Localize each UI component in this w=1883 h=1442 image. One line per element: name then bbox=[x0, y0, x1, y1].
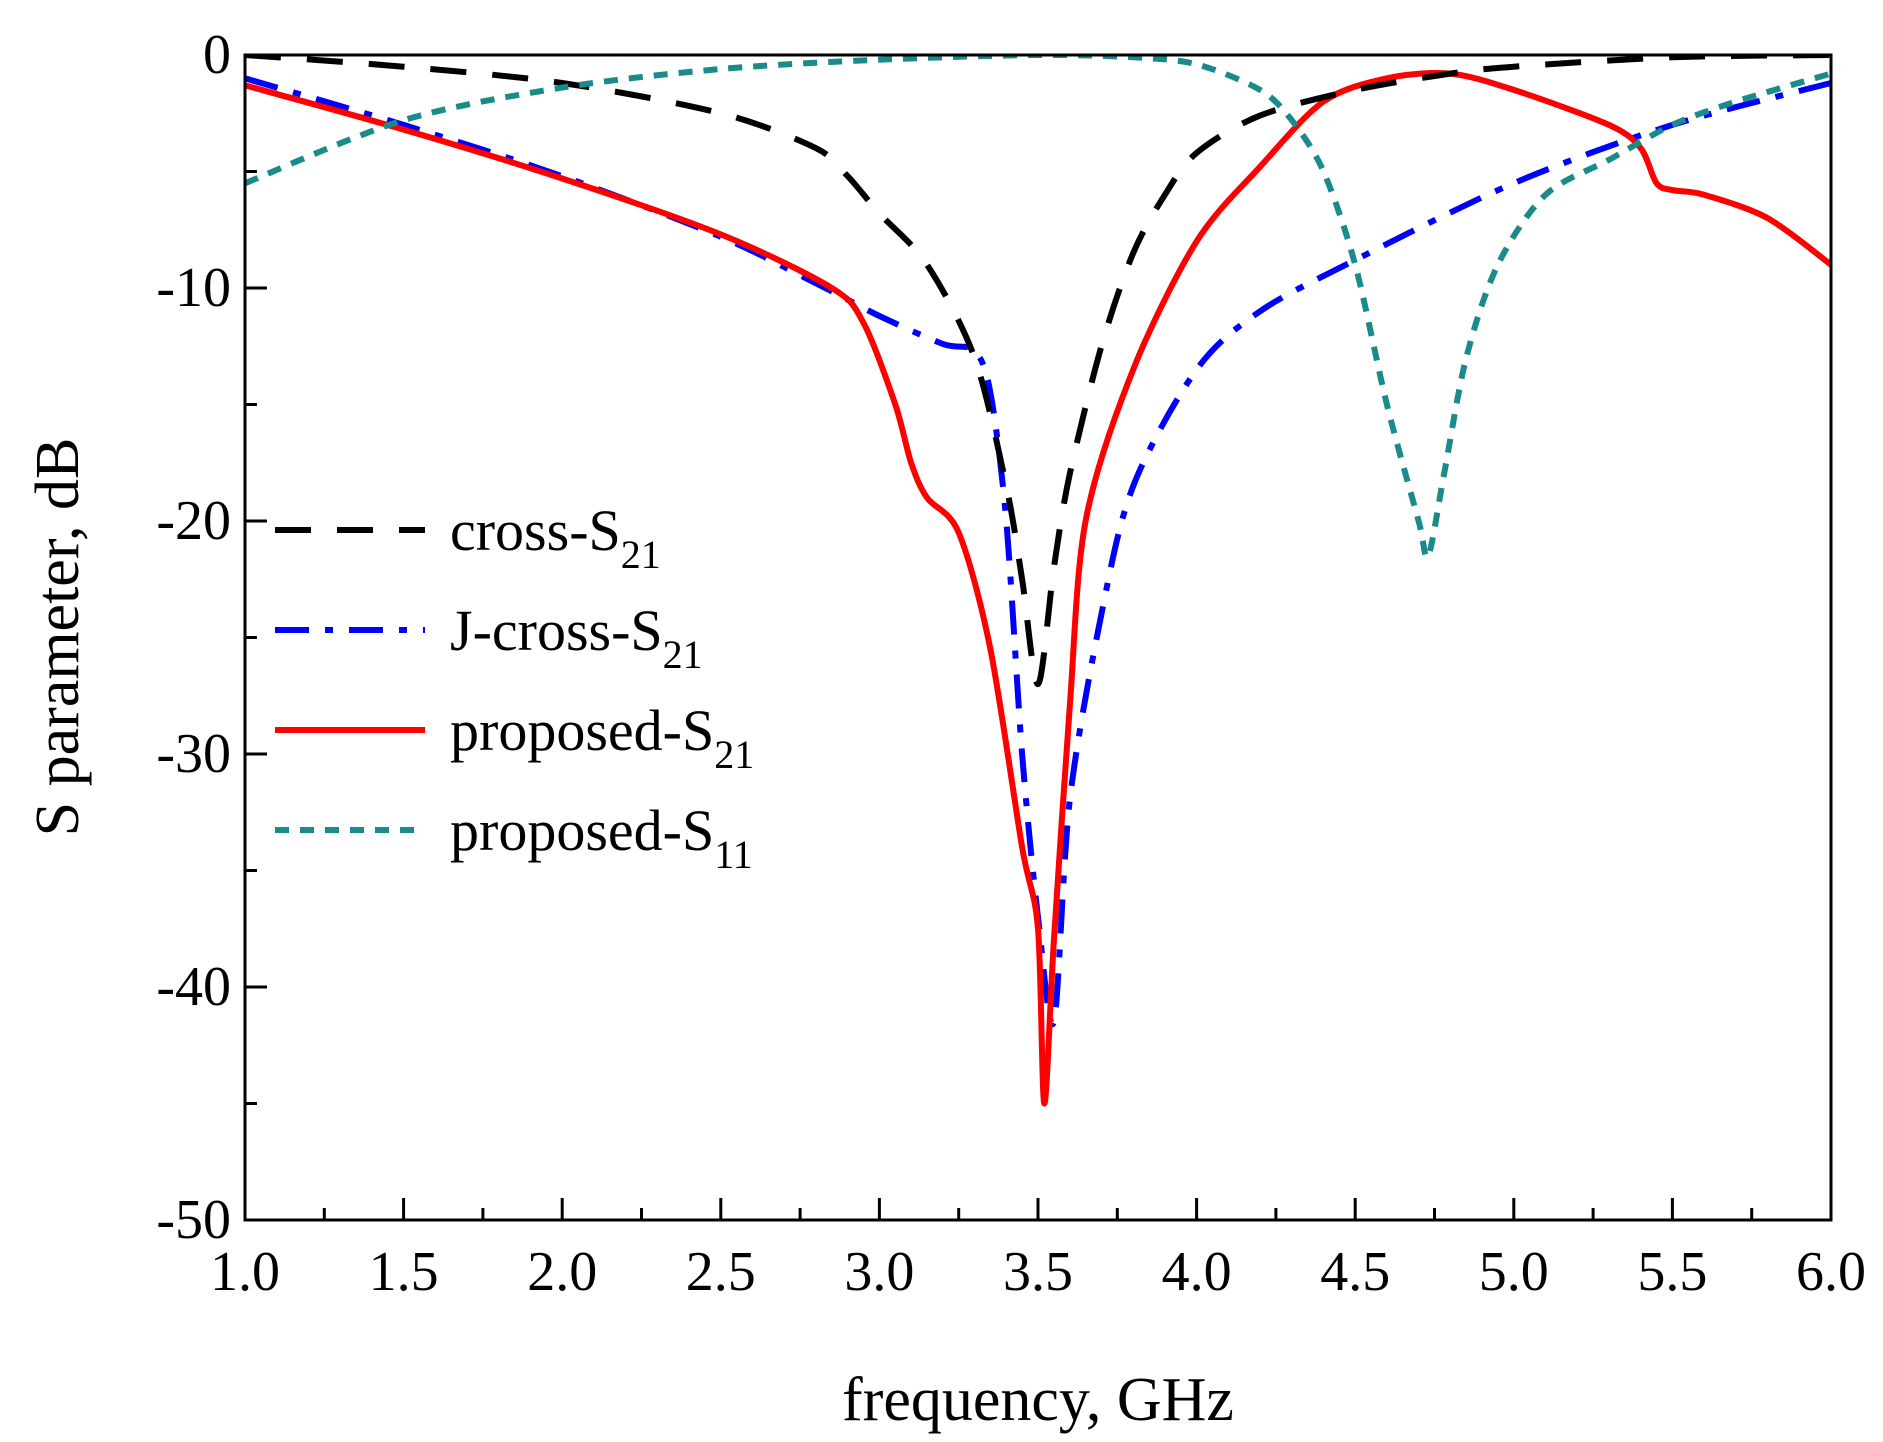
y-axis-title: S parameter, dB bbox=[24, 438, 92, 837]
legend: cross-S21 J-cross-S21 proposed-S21 proposed… bbox=[275, 498, 754, 877]
x-tick-label: 2.0 bbox=[527, 1241, 597, 1303]
legend-label: proposed-S21 bbox=[450, 698, 754, 777]
series-line-proposed-S11 bbox=[245, 55, 1831, 561]
x-tick-label: 5.0 bbox=[1479, 1241, 1549, 1303]
legend-item-proposed-S21: proposed-S21 bbox=[275, 698, 754, 777]
y-tick-label: -50 bbox=[156, 1189, 231, 1251]
x-tick-label: 6.0 bbox=[1796, 1241, 1866, 1303]
y-tick-label: -30 bbox=[156, 723, 231, 785]
x-axis-title: frequency, GHz bbox=[842, 1366, 1234, 1434]
legend-label: proposed-S11 bbox=[450, 798, 753, 877]
y-tick-label: -10 bbox=[156, 257, 231, 319]
legend-item-J-cross-S21: J-cross-S21 bbox=[275, 598, 703, 677]
y-tick-label: -40 bbox=[156, 956, 231, 1018]
x-tick-label: 4.0 bbox=[1162, 1241, 1232, 1303]
y-tick-label: 0 bbox=[203, 24, 231, 86]
x-tick-label: 4.5 bbox=[1320, 1241, 1390, 1303]
series-line-cross-S21 bbox=[245, 55, 1831, 688]
x-tick-label: 5.5 bbox=[1637, 1241, 1707, 1303]
x-tick-label: 1.5 bbox=[369, 1241, 439, 1303]
series-layer bbox=[245, 55, 1831, 1107]
legend-label: J-cross-S21 bbox=[450, 598, 703, 677]
legend-label: cross-S21 bbox=[450, 498, 661, 577]
tick-labels: 1.0 1.5 2.0 2.5 3.0 3.5 4.0 4.5 5.0 5.5 6.0 0 -10 -20… bbox=[156, 24, 1866, 1303]
x-tick-label: 1.0 bbox=[210, 1241, 280, 1303]
x-tick-label: 3.0 bbox=[844, 1241, 914, 1303]
legend-item-proposed-S11: proposed-S11 bbox=[275, 798, 753, 877]
series-line-proposed-S21 bbox=[245, 70, 1831, 1107]
x-tick-label: 2.5 bbox=[686, 1241, 756, 1303]
legend-item-cross-S21: cross-S21 bbox=[275, 498, 661, 577]
x-tick-label: 3.5 bbox=[1003, 1241, 1073, 1303]
y-tick-label: -20 bbox=[156, 490, 231, 552]
axis-ticks bbox=[243, 53, 1833, 1222]
